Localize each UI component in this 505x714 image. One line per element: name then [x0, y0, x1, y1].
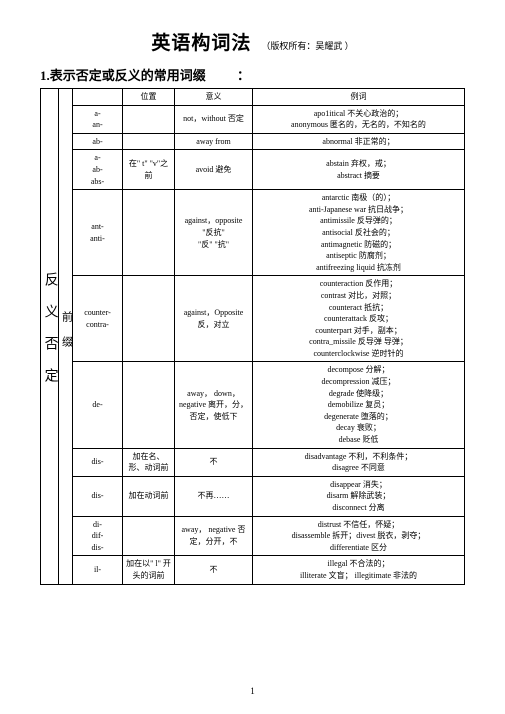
- header-example: 例词: [253, 89, 465, 106]
- page-number: 1: [0, 686, 505, 696]
- table-row: di-dif-dis- away， negative 否定，分开，不 distr…: [41, 516, 465, 556]
- cell-prefix: dis-: [73, 476, 123, 516]
- header-prefix: [73, 89, 123, 106]
- cell-pos: [123, 105, 175, 133]
- table-row: dis- 加在名、形、动词前 不 disadvantage 不利，不利条件；di…: [41, 448, 465, 476]
- prefix-table: 反义否定 前缀 位置 意义 例词 a-an- not，without 否定 ap…: [40, 88, 465, 585]
- cell-meaning: avoid 避免: [175, 150, 253, 190]
- title-line: 英语构词法 （版权所有：吴耀武 ）: [40, 28, 465, 55]
- doc-title: 英语构词法: [151, 33, 251, 54]
- cell-example: decompose 分解；decompression 减压；degrade 使降…: [253, 362, 465, 448]
- doc-subtitle: （版权所有：吴耀武 ）: [261, 41, 353, 51]
- cell-prefix: di-dif-dis-: [73, 516, 123, 556]
- table-row: a-ab-abs- 在" t" "v"之前 avoid 避免 abstain 弃…: [41, 150, 465, 190]
- cell-pos: [123, 190, 175, 276]
- cell-prefix: de-: [73, 362, 123, 448]
- cell-pos: 加在以" l" 开头的词前: [123, 556, 175, 584]
- cell-example: illegal 不合法的；illiterate 文盲； illegitimate…: [253, 556, 465, 584]
- cell-prefix: dis-: [73, 448, 123, 476]
- cell-meaning: not，without 否定: [175, 105, 253, 133]
- header-pos: 位置: [123, 89, 175, 106]
- cell-example: disappear 消失；disarm 解除武装；disconnect 分离: [253, 476, 465, 516]
- vertical-label-main: 反义否定: [41, 89, 59, 585]
- table-row: ant-anti- against，opposite"反抗""反" "抗" an…: [41, 190, 465, 276]
- cell-meaning: 不: [175, 556, 253, 584]
- cell-example: abstain 弃权，戒；abstract 摘要: [253, 150, 465, 190]
- cell-prefix: a-an-: [73, 105, 123, 133]
- cell-prefix: counter-contra-: [73, 276, 123, 362]
- cell-meaning: away， negative 否定，分开，不: [175, 516, 253, 556]
- cell-pos: 在" t" "v"之前: [123, 150, 175, 190]
- section-text: 1.表示否定或反义的常用词缀: [40, 68, 206, 83]
- cell-example: distrust 不信任，怀疑；disassemble 拆开；divest 脱衣…: [253, 516, 465, 556]
- table-row: dis- 加在动词前 不再…… disappear 消失；disarm 解除武装…: [41, 476, 465, 516]
- cell-pos: [123, 276, 175, 362]
- cell-pos: 加在名、形、动词前: [123, 448, 175, 476]
- cell-meaning: 不: [175, 448, 253, 476]
- table-row: il- 加在以" l" 开头的词前 不 illegal 不合法的；illiter…: [41, 556, 465, 584]
- cell-meaning: against，Opposite反，对立: [175, 276, 253, 362]
- cell-pos: [123, 516, 175, 556]
- cell-example: apo1itical 不关心政治的；anonymous 匿名的，无名的，不知名的: [253, 105, 465, 133]
- cell-prefix: ab-: [73, 133, 123, 150]
- header-meaning: 意义: [175, 89, 253, 106]
- cell-example: antarctic 南极（的）；anti-Japanese war 抗日战争；a…: [253, 190, 465, 276]
- cell-meaning: away from: [175, 133, 253, 150]
- cell-meaning: away， down，negative 离开，分，否定，使低下: [175, 362, 253, 448]
- cell-example: disadvantage 不利，不利条件；disagree 不同意: [253, 448, 465, 476]
- table-row: ab- away from abnormal 非正常的；: [41, 133, 465, 150]
- cell-meaning: 不再……: [175, 476, 253, 516]
- section-colon: ：: [237, 68, 250, 83]
- cell-prefix: ant-anti-: [73, 190, 123, 276]
- table-row: de- away， down，negative 离开，分，否定，使低下 deco…: [41, 362, 465, 448]
- table-header-row: 反义否定 前缀 位置 意义 例词: [41, 89, 465, 106]
- table-row: counter-contra- against，Opposite反，对立 cou…: [41, 276, 465, 362]
- cell-prefix: il-: [73, 556, 123, 584]
- vertical-label-sub: 前缀: [59, 89, 73, 585]
- cell-pos: [123, 362, 175, 448]
- section-heading: 1.表示否定或反义的常用词缀 ：: [40, 65, 465, 84]
- cell-meaning: against，opposite"反抗""反" "抗": [175, 190, 253, 276]
- cell-prefix: a-ab-abs-: [73, 150, 123, 190]
- table-row: a-an- not，without 否定 apo1itical 不关心政治的；a…: [41, 105, 465, 133]
- cell-example: counteraction 反作用；contrast 对比，对照；counter…: [253, 276, 465, 362]
- cell-pos: [123, 133, 175, 150]
- cell-pos: 加在动词前: [123, 476, 175, 516]
- cell-example: abnormal 非正常的；: [253, 133, 465, 150]
